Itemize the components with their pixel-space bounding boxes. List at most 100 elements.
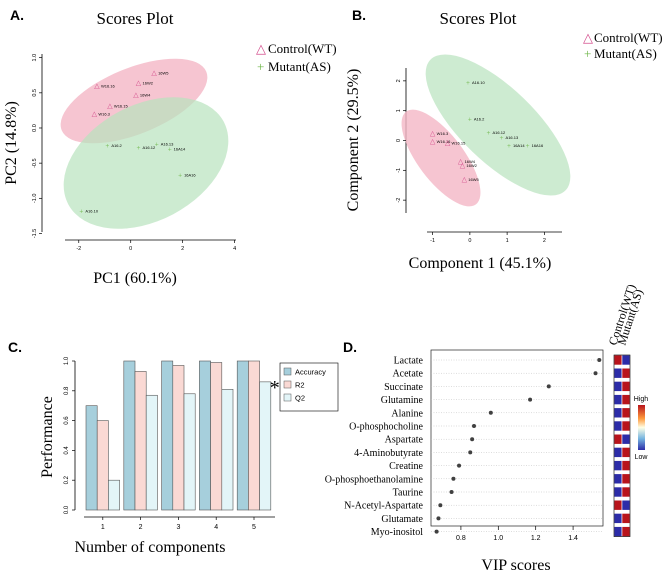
y-tick-label: -0.5: [32, 158, 38, 167]
point-label: 16W5: [468, 177, 479, 182]
x-tick-label: 3: [176, 524, 180, 531]
x-tick-label: -2: [76, 246, 81, 252]
performance-bar-chart: 0.0 0.2 0.4 0.6 0.8 1.0 1 2 3 4 5 * Number of com…: [39, 356, 339, 556]
point-label: A16.12: [493, 130, 506, 135]
point-label: W16.3: [98, 111, 110, 116]
heatmap-cell-control: [613, 513, 623, 524]
x-tick-label: 5: [252, 524, 256, 531]
bar-q2: [145, 394, 158, 511]
legend-label-control: Control(WT): [594, 30, 663, 45]
point-label: 16W2: [143, 80, 154, 85]
point-label: A16.2: [474, 117, 485, 122]
point-label: 16A16: [532, 143, 544, 148]
heatmap-cell-mutant: [621, 473, 631, 485]
legend-label-mutant: Mutant(AS): [594, 46, 657, 61]
vip-point: [468, 450, 473, 455]
plot-c-ylabel: Performance: [39, 396, 56, 478]
vip-point: [438, 503, 443, 508]
plot-b-legend: △ Control(WT) + Mutant(AS): [583, 30, 663, 61]
legend-marker-control: △: [583, 30, 593, 45]
plot-c-axes: [74, 361, 275, 518]
heatmap-cell-control: [613, 381, 623, 392]
x-tick-label: 2: [543, 238, 546, 244]
plot-d-frame: [430, 349, 604, 527]
metabolite-label: Acetate: [392, 369, 423, 380]
panel-label-b: B.: [352, 7, 366, 23]
vip-point: [451, 476, 456, 481]
mutant-point-marker: +: [526, 142, 530, 150]
vip-point: [470, 437, 475, 442]
control-point-marker: △: [445, 139, 451, 147]
vip-point: [449, 490, 454, 494]
point-label: A16.10: [472, 80, 485, 85]
heatmap-color-legend: High Low: [634, 396, 649, 461]
plot-d-xlabel: VIP scores: [481, 557, 550, 574]
heatmap-cell-control: [613, 420, 623, 432]
vip-scores-chart: Lactate Acetate Succinate Glutamine Alanine O…: [325, 282, 649, 574]
heatmap-cell-mutant: [621, 367, 631, 379]
heatmap-cell-control: [613, 526, 623, 537]
y-tick-label: -1.0: [32, 194, 38, 203]
vip-point: [434, 529, 439, 534]
bar-q2: [108, 479, 120, 511]
vip-point: [597, 358, 602, 362]
heatmap-cell-control: [613, 473, 623, 485]
vip-point: [546, 384, 551, 389]
point-label: 16W4: [140, 92, 151, 97]
heatmap-legend-low: Low: [635, 454, 649, 461]
bar-accuracy: [123, 360, 136, 511]
heatmap-cell-control: [613, 486, 623, 498]
y-tick-label: -2: [396, 198, 402, 203]
control-point-marker: △: [107, 102, 113, 110]
panel-label-d: D.: [343, 339, 357, 355]
heatmap-cell-mutant: [621, 433, 631, 445]
bar-accuracy: [161, 360, 174, 511]
x-tick-label: 4: [233, 246, 236, 252]
y-tick-label: 0.0: [32, 124, 38, 132]
bar-r2: [210, 362, 223, 511]
bar-q2: [221, 389, 234, 511]
point-label: 16A16: [184, 173, 196, 178]
pca-scores-plot: Scores Plot -1.5-1.0-0.50.00.51.0 -2 0 2 4 …: [3, 9, 337, 287]
point-label: W16.15: [452, 140, 467, 145]
control-point-marker: △: [94, 82, 100, 90]
mutant-point-marker: +: [466, 79, 470, 87]
metabolite-label: Taurine: [393, 488, 424, 499]
heatmap-cell-mutant: [621, 354, 631, 366]
point-label: 16A14: [513, 143, 525, 148]
legend-label-control: Control(WT): [268, 41, 337, 56]
bar-q2: [183, 393, 196, 511]
bar-accuracy: [85, 405, 98, 511]
metabolite-label: Aspartate: [385, 435, 424, 446]
bar-r2: [172, 365, 185, 511]
x-tick-label: 1: [506, 238, 509, 244]
mutant-confidence-ellipse: [63, 97, 229, 229]
control-confidence-ellipse: [401, 109, 481, 207]
metabolite-label: Lactate: [394, 356, 424, 367]
metabolite-label: N-Acetyl-Aspartate: [344, 501, 423, 512]
vip-point: [436, 516, 441, 521]
bar-r2: [96, 420, 109, 511]
legend-label-mutant: Mutant(AS): [268, 59, 331, 74]
x-tick-label: 1.4: [568, 535, 578, 542]
metabolite-label: Myo-inositol: [371, 527, 423, 538]
control-point-marker: △: [430, 138, 436, 146]
legend-swatch: [283, 367, 292, 376]
y-tick-label: 1.0: [64, 356, 70, 365]
plot-a-ylabel: PC2 (14.8%): [3, 101, 20, 185]
point-label: W16.16: [437, 139, 452, 144]
mutant-point-marker: +: [105, 142, 109, 150]
heatmap-cell-mutant: [621, 499, 631, 511]
y-tick-label: -1: [396, 168, 402, 173]
heatmap-cell-mutant: [621, 381, 631, 392]
vip-point: [472, 424, 476, 428]
control-confidence-ellipse: [60, 58, 208, 144]
heatmap-cell-mutant: [621, 447, 631, 458]
x-tick-label: 0.8: [456, 535, 466, 542]
legend-label: Q2: [295, 394, 305, 403]
point-label: A16.13: [506, 135, 519, 140]
significance-asterisk: *: [270, 377, 280, 399]
control-point-marker: △: [460, 161, 466, 169]
x-tick-label: -1: [430, 238, 435, 244]
mutant-point-marker: +: [155, 141, 159, 149]
